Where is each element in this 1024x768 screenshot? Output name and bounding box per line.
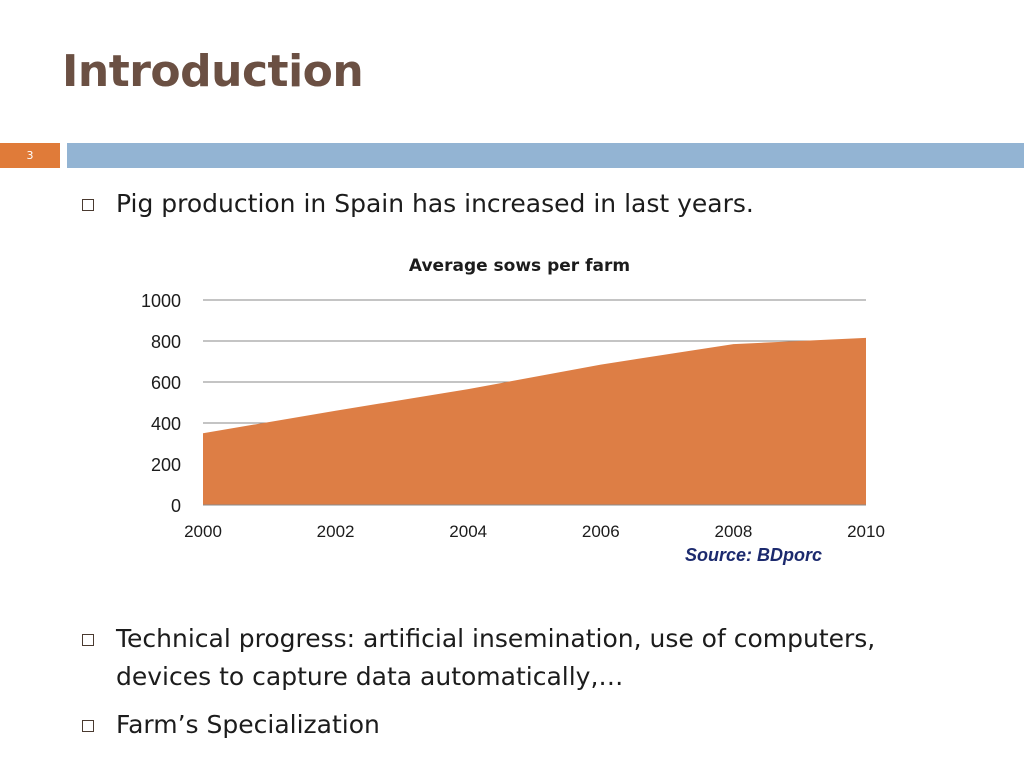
x-tick-label: 2004 [449,522,487,541]
x-tick-label: 2008 [714,522,752,541]
bullet-item: Pig production in Spain has increased in… [82,185,962,223]
chart: Average sows per farm 0 200 400 600 800 1000 20… [110,245,910,575]
x-tick-label: 2002 [317,522,355,541]
bullet-item: Technical progress: artificial inseminat… [82,620,962,696]
y-tick-label: 400 [151,414,181,434]
slide-number-box: 3 [0,143,60,168]
bullet-text: Farm’s Specialization [116,710,380,739]
area-series [203,337,866,505]
y-tick-label: 600 [151,373,181,393]
x-tick-label: 2006 [582,522,620,541]
chart-title: Average sows per farm [409,256,630,276]
area-chart: Average sows per farm 0 200 400 600 800 1000 20… [141,256,885,541]
bullet-text: Technical progress: artificial inseminat… [116,624,876,691]
y-tick-label: 200 [151,455,181,475]
x-tick-label: 2000 [184,522,222,541]
bullet-square-icon [82,720,94,732]
x-tick-label: 2010 [847,522,885,541]
bullet-square-icon [82,634,94,646]
y-tick-label: 0 [171,496,181,516]
y-tick-label: 800 [151,332,181,352]
header-bar [67,143,1024,168]
source-note: Source: BDporc [685,545,823,565]
bullet-item: Farm’s Specialization [82,706,962,744]
slide-number: 3 [26,149,34,162]
bullet-square-icon [82,199,94,211]
slide-title: Introduction [62,46,364,97]
y-tick-label: 1000 [141,291,181,311]
bullet-text: Pig production in Spain has increased in… [116,189,754,218]
